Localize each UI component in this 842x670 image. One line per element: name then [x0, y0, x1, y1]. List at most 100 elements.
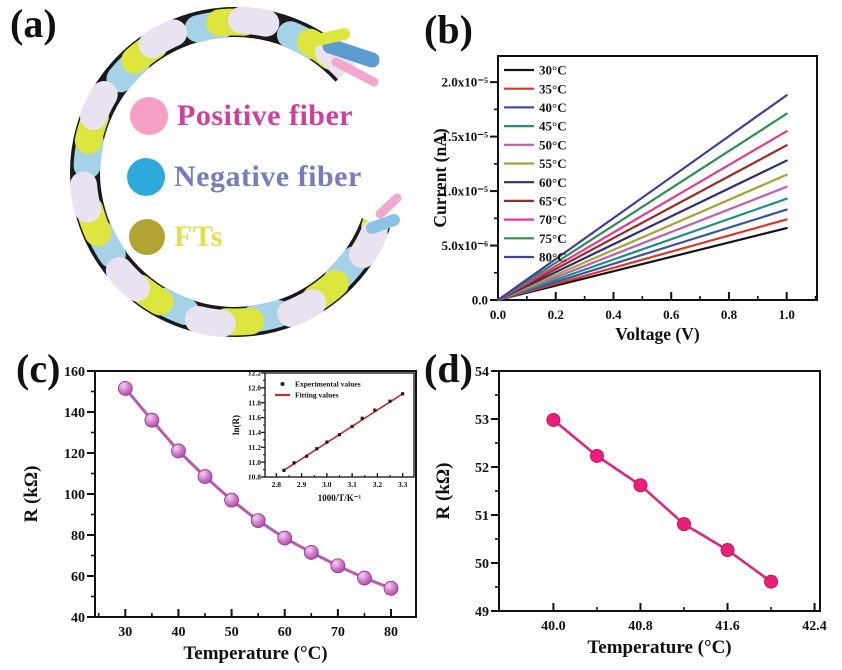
svg-text:41.6: 41.6 [715, 619, 740, 634]
svg-text:40.0: 40.0 [541, 619, 566, 634]
twisted-fiber-ring-illustration [69, 6, 409, 338]
svg-text:11.8: 11.8 [248, 398, 261, 407]
svg-text:1.0x10⁻⁵: 1.0x10⁻⁵ [441, 184, 488, 199]
panel-c-label: (c) [16, 346, 61, 391]
panel-b: (b) 0.0 0.2 0.4 0.6 0.8 1.0 0.0 5.0x10⁻⁶ 1.0x10⁻… [420, 0, 842, 345]
svg-text:55°C: 55°C [539, 156, 567, 171]
fiber-tip [312, 28, 350, 46]
svg-text:75°C: 75°C [539, 231, 567, 246]
svg-text:50°C: 50°C [539, 137, 567, 152]
svg-text:0.2: 0.2 [548, 307, 564, 322]
legend-row-fts: FTs [129, 219, 223, 255]
svg-text:80: 80 [384, 625, 398, 640]
panel-d-label: (d) [424, 346, 473, 391]
svg-text:54: 54 [475, 365, 489, 380]
fiber-strand [69, 6, 401, 338]
svg-text:3.1: 3.1 [347, 480, 357, 489]
svg-text:53: 53 [475, 413, 489, 428]
svg-text:0.6: 0.6 [663, 307, 680, 322]
resistance-temperature-zoom-chart: 40.0 40.8 41.6 42.4 49 50 51 52 53 54 Temperature … [433, 365, 827, 658]
axes: 2.8 2.9 3.0 3.1 3.2 3.3 10.8 11.0 11.2 11.4 11.6 11… [232, 369, 415, 503]
fiber-tip [322, 38, 380, 68]
svg-text:70°C: 70°C [539, 212, 567, 227]
svg-text:Experimental values: Experimental values [295, 380, 361, 389]
svg-text:0.0: 0.0 [472, 293, 488, 308]
svg-text:42.4: 42.4 [802, 619, 827, 634]
svg-text:Fitting values: Fitting values [295, 391, 339, 400]
svg-text:100: 100 [64, 488, 85, 503]
svg-text:5.0x10⁻⁶: 5.0x10⁻⁶ [441, 238, 488, 253]
x-axis-label: Temperature (°C) [183, 643, 327, 664]
svg-text:11.2: 11.2 [248, 443, 261, 452]
svg-text:60: 60 [278, 625, 292, 640]
svg-text:0.4: 0.4 [605, 307, 622, 322]
svg-text:40: 40 [171, 625, 185, 640]
svg-text:50: 50 [225, 625, 239, 640]
x-axis-label: 1000/T/K⁻¹ [318, 493, 362, 503]
series [282, 392, 405, 472]
series [496, 94, 788, 302]
y-axis-label: R (kΩ) [21, 466, 42, 523]
resistance-temperature-chart: 30 40 50 60 70 80 40 60 80 100 120 140 160 Temperatur… [21, 365, 417, 664]
legend-row-positive-fiber: Positive fiber [130, 97, 353, 135]
svg-text:60°C: 60°C [539, 175, 567, 190]
svg-text:60: 60 [71, 570, 85, 585]
axes: 30 40 50 60 70 80 40 60 80 100 120 140 160 Temperatur… [21, 365, 417, 664]
y-axis-label: R (kΩ) [433, 463, 454, 520]
series [117, 381, 399, 596]
svg-text:30°C: 30°C [539, 63, 567, 78]
svg-text:0.0: 0.0 [490, 307, 506, 322]
svg-text:51: 51 [475, 509, 489, 524]
fiber-tip [331, 57, 379, 87]
fts-label: FTs [174, 220, 223, 253]
fts-dot-icon [129, 219, 165, 255]
svg-text:65°C: 65°C [539, 193, 567, 208]
svg-text:40: 40 [71, 611, 85, 626]
svg-text:35°C: 35°C [539, 81, 567, 96]
svg-text:80: 80 [71, 529, 85, 544]
svg-text:2.0x10⁻⁵: 2.0x10⁻⁵ [441, 75, 488, 90]
fiber-tip [366, 214, 400, 234]
chart-legend: 30°C 35°C 40°C 45°C 50°C 55°C 60°C 65°C 70°C 75°C… [504, 63, 567, 265]
svg-text:40°C: 40°C [539, 100, 567, 115]
svg-text:50: 50 [475, 557, 489, 572]
svg-text:11.6: 11.6 [248, 413, 261, 422]
panel-b-label: (b) [424, 7, 473, 52]
svg-text:3.0: 3.0 [322, 480, 332, 489]
y-axis-label: ln(R) [232, 415, 241, 435]
positive-fiber-label: Positive fiber [177, 99, 354, 132]
svg-text:140: 140 [64, 406, 85, 421]
svg-text:12.0: 12.0 [248, 383, 261, 392]
svg-text:30: 30 [118, 625, 132, 640]
svg-text:10.8: 10.8 [248, 473, 261, 482]
fiber-tip [375, 193, 402, 219]
series [546, 412, 779, 589]
svg-text:49: 49 [475, 605, 489, 620]
positive-fiber-dot-icon [130, 97, 168, 135]
x-axis-label: Voltage (V) [615, 324, 700, 344]
svg-text:3.3: 3.3 [398, 480, 408, 489]
panel-a-label: (a) [10, 1, 57, 46]
svg-text:52: 52 [475, 461, 489, 476]
svg-text:2.8: 2.8 [272, 480, 282, 489]
svg-text:40.8: 40.8 [628, 619, 653, 634]
svg-text:120: 120 [64, 447, 85, 462]
axes: 0.0 0.2 0.4 0.6 0.8 1.0 0.0 5.0x10⁻⁶ 1.0x10⁻⁵ 1.5… [430, 55, 818, 344]
panel-c: (c) 30 40 50 60 70 80 40 60 80 100 120 140 160 Temper… [0, 345, 432, 670]
svg-text:0.8: 0.8 [721, 307, 738, 322]
y-axis-label: Current (nA) [430, 128, 450, 227]
svg-text:70: 70 [331, 625, 345, 640]
svg-text:160: 160 [64, 365, 85, 380]
svg-text:80°C: 80°C [539, 250, 567, 265]
panel-d: (d) 40.0 40.8 41.6 42.4 49 50 51 52 53 54 Temperat… [420, 345, 842, 670]
svg-text:1.5x10⁻⁵: 1.5x10⁻⁵ [441, 129, 488, 144]
svg-text:2.9: 2.9 [297, 480, 307, 489]
panel-a: (a) Positive fiber Negative fiber FTs [0, 0, 420, 345]
axes: 40.0 40.8 41.6 42.4 49 50 51 52 53 54 Temperature … [433, 365, 827, 658]
svg-text:1.0: 1.0 [779, 307, 795, 322]
svg-text:11.0: 11.0 [248, 458, 261, 467]
legend-row-negative-fiber: Negative fiber [127, 158, 362, 196]
negative-fiber-dot-icon [127, 158, 165, 196]
svg-text:11.4: 11.4 [248, 428, 261, 437]
